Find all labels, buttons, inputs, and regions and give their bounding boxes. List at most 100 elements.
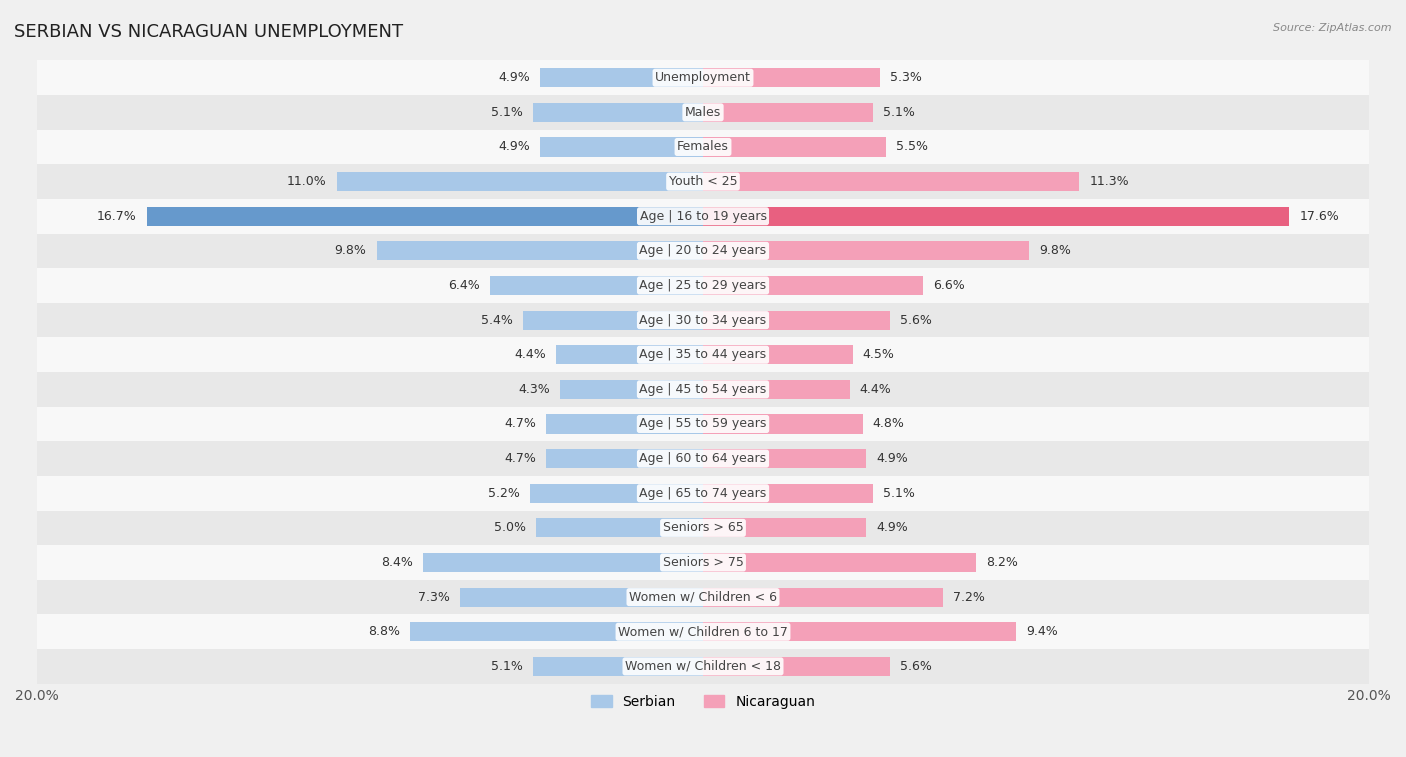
Bar — [37, 441, 1369, 476]
Bar — [540, 138, 703, 157]
Bar — [37, 407, 1369, 441]
Bar — [703, 657, 890, 676]
Text: 5.1%: 5.1% — [883, 487, 915, 500]
Text: 9.4%: 9.4% — [1026, 625, 1057, 638]
Bar — [37, 129, 1369, 164]
Bar — [37, 164, 1369, 199]
Bar — [703, 553, 976, 572]
Text: 4.9%: 4.9% — [876, 452, 908, 465]
Text: 11.3%: 11.3% — [1090, 175, 1129, 188]
Legend: Serbian, Nicaraguan: Serbian, Nicaraguan — [585, 689, 821, 714]
Text: Age | 55 to 59 years: Age | 55 to 59 years — [640, 418, 766, 431]
Bar — [537, 519, 703, 537]
Text: Females: Females — [678, 141, 728, 154]
Bar — [37, 372, 1369, 407]
Text: Age | 20 to 24 years: Age | 20 to 24 years — [640, 245, 766, 257]
Text: 4.5%: 4.5% — [863, 348, 894, 361]
Text: Source: ZipAtlas.com: Source: ZipAtlas.com — [1274, 23, 1392, 33]
Text: 17.6%: 17.6% — [1299, 210, 1339, 223]
Bar — [557, 345, 703, 364]
Text: 4.4%: 4.4% — [515, 348, 547, 361]
Text: Seniors > 75: Seniors > 75 — [662, 556, 744, 569]
Text: 8.4%: 8.4% — [381, 556, 413, 569]
Text: 5.2%: 5.2% — [488, 487, 520, 500]
Text: 4.9%: 4.9% — [876, 522, 908, 534]
Bar — [530, 484, 703, 503]
Bar — [703, 276, 922, 295]
Text: 5.6%: 5.6% — [900, 313, 931, 326]
Text: 5.4%: 5.4% — [481, 313, 513, 326]
Text: 6.4%: 6.4% — [449, 279, 479, 292]
Bar — [703, 207, 1289, 226]
Text: Males: Males — [685, 106, 721, 119]
Bar — [37, 95, 1369, 129]
Text: SERBIAN VS NICARAGUAN UNEMPLOYMENT: SERBIAN VS NICARAGUAN UNEMPLOYMENT — [14, 23, 404, 41]
Text: Age | 65 to 74 years: Age | 65 to 74 years — [640, 487, 766, 500]
Bar — [547, 415, 703, 434]
Text: 5.1%: 5.1% — [491, 106, 523, 119]
Bar — [533, 103, 703, 122]
Text: 4.8%: 4.8% — [873, 418, 904, 431]
Text: 4.9%: 4.9% — [498, 71, 530, 84]
Bar — [423, 553, 703, 572]
Text: Age | 60 to 64 years: Age | 60 to 64 years — [640, 452, 766, 465]
Text: Age | 45 to 54 years: Age | 45 to 54 years — [640, 383, 766, 396]
Bar — [37, 234, 1369, 268]
Bar — [703, 103, 873, 122]
Text: Youth < 25: Youth < 25 — [669, 175, 737, 188]
Bar — [560, 380, 703, 399]
Bar — [37, 615, 1369, 649]
Bar — [489, 276, 703, 295]
Text: 5.6%: 5.6% — [900, 660, 931, 673]
Text: 5.5%: 5.5% — [896, 141, 928, 154]
Text: 7.3%: 7.3% — [418, 590, 450, 603]
Text: 16.7%: 16.7% — [97, 210, 136, 223]
Text: 5.0%: 5.0% — [495, 522, 526, 534]
Text: Age | 30 to 34 years: Age | 30 to 34 years — [640, 313, 766, 326]
Bar — [703, 68, 880, 87]
Text: Women w/ Children < 18: Women w/ Children < 18 — [626, 660, 780, 673]
Bar — [703, 519, 866, 537]
Bar — [703, 172, 1080, 191]
Bar — [460, 587, 703, 606]
Bar — [37, 268, 1369, 303]
Bar — [37, 510, 1369, 545]
Bar — [703, 310, 890, 329]
Text: Seniors > 65: Seniors > 65 — [662, 522, 744, 534]
Bar — [411, 622, 703, 641]
Bar — [37, 338, 1369, 372]
Text: 8.2%: 8.2% — [986, 556, 1018, 569]
Text: 9.8%: 9.8% — [335, 245, 367, 257]
Text: 7.2%: 7.2% — [953, 590, 984, 603]
Bar — [146, 207, 703, 226]
Bar — [703, 345, 853, 364]
Text: 4.3%: 4.3% — [517, 383, 550, 396]
Text: 5.1%: 5.1% — [491, 660, 523, 673]
Bar — [37, 649, 1369, 684]
Text: 9.8%: 9.8% — [1039, 245, 1071, 257]
Text: Age | 25 to 29 years: Age | 25 to 29 years — [640, 279, 766, 292]
Text: 6.6%: 6.6% — [932, 279, 965, 292]
Bar — [37, 199, 1369, 234]
Text: Unemployment: Unemployment — [655, 71, 751, 84]
Bar — [703, 449, 866, 468]
Bar — [377, 241, 703, 260]
Bar — [37, 580, 1369, 615]
Text: 11.0%: 11.0% — [287, 175, 326, 188]
Text: 8.8%: 8.8% — [368, 625, 399, 638]
Bar — [37, 61, 1369, 95]
Text: 5.3%: 5.3% — [890, 71, 921, 84]
Text: Women w/ Children 6 to 17: Women w/ Children 6 to 17 — [619, 625, 787, 638]
Bar — [703, 587, 943, 606]
Bar — [703, 138, 886, 157]
Bar — [533, 657, 703, 676]
Bar — [540, 68, 703, 87]
Bar — [547, 449, 703, 468]
Text: 4.9%: 4.9% — [498, 141, 530, 154]
Text: 4.7%: 4.7% — [505, 418, 537, 431]
Text: Age | 16 to 19 years: Age | 16 to 19 years — [640, 210, 766, 223]
Bar — [37, 545, 1369, 580]
Bar — [703, 241, 1029, 260]
Text: 4.4%: 4.4% — [859, 383, 891, 396]
Bar — [523, 310, 703, 329]
